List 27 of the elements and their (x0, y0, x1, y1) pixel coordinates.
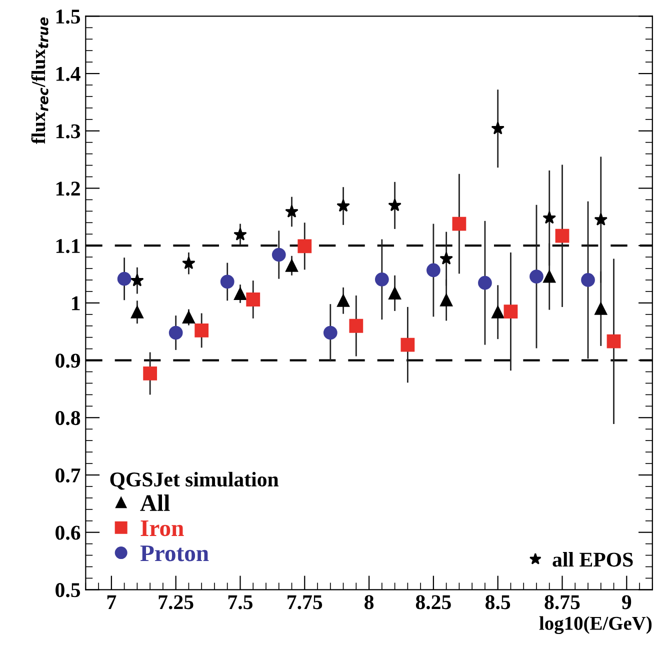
y-tick-label: 0.8 (56, 411, 80, 426)
y-tick-label: 1.1 (56, 239, 80, 254)
x-tick-label: 7.75 (288, 595, 322, 610)
legend-title: QGSJet simulation (110, 472, 279, 490)
y-tick-label: 1.5 (56, 10, 80, 24)
x-tick-label: 8.75 (544, 595, 580, 610)
legend-label: Proton (140, 546, 209, 562)
x-tick-label: 7 (107, 595, 116, 609)
x-tick-label: 7.5 (228, 595, 252, 610)
legend-label: all EPOS (552, 552, 633, 567)
y-tick-label: 1 (72, 296, 80, 310)
x-tick-label: 7.25 (158, 595, 194, 610)
y-axis-title: flux$_{rec}$/flux$_{true}$ (31, 17, 48, 144)
y-tick-label: 0.5 (56, 583, 80, 598)
legend-label: All (140, 494, 170, 511)
x-tick-label: 8.25 (416, 595, 451, 610)
x-axis-title: log10(E/GeV) (539, 616, 652, 634)
x-tick-label: 8.5 (486, 595, 510, 610)
x-tick-label: 9 (622, 595, 632, 610)
y-tick-label: 0.9 (56, 354, 80, 368)
y-tick-label: 1.4 (56, 67, 80, 82)
x-tick-label: 8 (364, 595, 374, 610)
y-tick-label: 0.7 (56, 468, 80, 483)
y-tick-label: 1.3 (56, 124, 80, 138)
y-tick-label: 0.6 (56, 526, 80, 540)
y-tick-label: 1.2 (56, 182, 80, 196)
legend-label: Iron (140, 520, 184, 536)
